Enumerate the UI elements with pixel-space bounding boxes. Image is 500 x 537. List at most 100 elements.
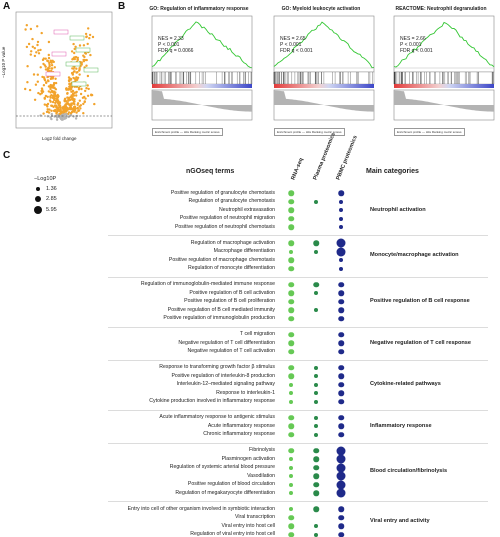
volcano-point	[44, 94, 48, 98]
volcano-point	[65, 87, 68, 90]
volcano-point	[33, 47, 36, 50]
gsea-plot-1: GO: Regulation of inflammatory response …	[142, 6, 256, 136]
volcano-point	[50, 61, 53, 64]
volcano-point	[70, 90, 73, 93]
go-term-label: Response to transforming growth factor β…	[159, 364, 275, 370]
gsea-legend: Enrichment profile — Hits Ranking metric…	[394, 128, 465, 136]
volcano-point	[47, 90, 50, 93]
dot-pbmc	[339, 208, 343, 212]
volcano-point	[63, 115, 66, 119]
dot-pbmc	[338, 431, 344, 438]
volcano-point	[74, 117, 78, 120]
volcano-point	[88, 33, 92, 37]
go-term-label: T cell migration	[239, 331, 275, 337]
go-term-label: Regulation of systemic arterial blood pr…	[169, 464, 275, 470]
enrichment-curve	[273, 21, 375, 69]
category-label: Positive regulation of B cell response	[370, 298, 470, 304]
dot-pbmc	[338, 414, 344, 421]
volcano-point	[86, 94, 90, 98]
volcano-point	[54, 101, 57, 105]
gene-label-box	[51, 51, 67, 57]
dot-pbmc	[339, 225, 343, 229]
volcano-point	[55, 118, 59, 122]
volcano-point	[49, 100, 52, 103]
gsea-stats: NES = 2.65 P < 0.001 FDR q < 0.001	[280, 36, 313, 54]
dot-plasma	[314, 291, 318, 295]
volcano-point	[77, 86, 81, 90]
size-legend-value: 1.36	[46, 186, 57, 192]
volcano-point	[53, 86, 56, 90]
dot-pbmc	[338, 364, 344, 371]
volcano-svg	[15, 11, 113, 129]
dot-rna	[289, 399, 293, 404]
size-legend-dot-large	[34, 206, 42, 214]
column-header-plasma-proteomics: Plasma proteomics	[312, 131, 337, 181]
gsea-title: REACTOME: Neutrophil degranulation	[395, 6, 487, 12]
go-term-label: Interleukin-12–mediated signaling pathwa…	[176, 381, 275, 387]
dot-rna	[289, 491, 293, 495]
volcano-ylabel: −Log10 P value	[1, 46, 6, 78]
gene-label-box	[65, 61, 81, 67]
volcano-point	[28, 88, 32, 92]
dot-plasma	[314, 249, 318, 254]
dot-plasma	[314, 374, 318, 378]
volcano-point	[43, 97, 46, 100]
category-label: Neutrophil activation	[370, 206, 426, 213]
volcano-point	[53, 66, 56, 69]
volcano-point	[87, 27, 90, 30]
dot-pbmc	[339, 216, 343, 221]
panel-label-b: B	[118, 1, 126, 12]
volcano-point	[84, 97, 87, 100]
column-header-pbmc-proteomics: PBMC proteomics	[335, 134, 359, 181]
gsea-fdr: FDR q = 0.0066	[158, 48, 194, 54]
hits-track	[393, 71, 495, 85]
go-term-label: Positive regulation of blood circulation	[187, 481, 275, 487]
volcano-point	[53, 115, 56, 118]
volcano-point	[57, 109, 61, 113]
volcano-point	[47, 56, 51, 60]
volcano-point	[72, 42, 75, 46]
volcano-point	[43, 64, 46, 67]
dot-pbmc	[338, 514, 344, 521]
go-term-label: Regulation of macrophage activation	[190, 239, 275, 246]
volcano-point	[67, 88, 70, 91]
category-label: Blood circulation/fibrinolysis	[370, 468, 448, 475]
ranking-color-bar	[274, 84, 374, 88]
gsea-legend-a: Enrichment profile — Hits	[155, 130, 190, 134]
volcano-point	[59, 108, 62, 111]
volcano-point	[85, 64, 88, 67]
volcano-point	[37, 91, 40, 95]
go-term-label: Positive regulation of B cell proliferat…	[184, 298, 275, 304]
category-label: Monocyte/macrophage activation	[370, 252, 459, 259]
ranking-metric-area	[274, 90, 374, 112]
gsea-title: GO: Regulation of inflammatory response	[149, 6, 249, 12]
volcano-frame	[15, 11, 113, 129]
volcano-point	[53, 81, 56, 85]
dot-plasma	[313, 481, 319, 488]
gsea-p: P < 0.001	[158, 42, 180, 48]
volcano-point	[49, 87, 52, 91]
panel-label-a: A	[3, 1, 11, 12]
go-term-label: Positive regulation of interleukin-8 pro…	[171, 372, 275, 379]
go-term-label: Chronic inflammatory response	[203, 431, 275, 437]
dot-pbmc	[338, 381, 344, 388]
dot-pbmc	[338, 348, 344, 355]
dot-plasma	[314, 391, 318, 395]
volcano-point	[71, 110, 74, 113]
volcano-point	[50, 89, 54, 93]
volcano-point	[77, 109, 81, 112]
volcano-point	[74, 91, 78, 94]
volcano-point	[30, 50, 33, 53]
volcano-point	[87, 87, 90, 91]
go-term-label: Response to interleukin-1	[216, 389, 275, 396]
volcano-point	[72, 105, 76, 109]
volcano-point	[47, 53, 50, 57]
dot-plasma	[314, 432, 318, 437]
panel-label-c: C	[3, 150, 11, 161]
go-term-label: Acute inflammatory response to antigenic…	[159, 414, 275, 420]
volcano-point	[68, 78, 71, 82]
volcano-point	[68, 85, 71, 88]
volcano-point	[67, 76, 71, 79]
volcano-point	[66, 96, 69, 99]
gsea-legend-b: Ranking metric scores	[431, 130, 462, 134]
